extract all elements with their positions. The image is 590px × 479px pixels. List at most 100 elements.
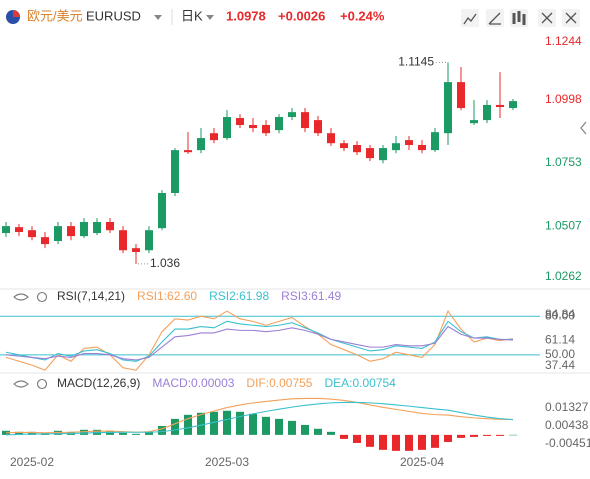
- y-tick-label: 1.1244: [545, 34, 582, 48]
- y-tick-label: 1.0507: [545, 218, 582, 232]
- y-tick-label: 1.0753: [545, 155, 582, 169]
- x-tick-label: 2025-02: [10, 455, 54, 469]
- tool-button[interactable]: [461, 9, 479, 27]
- candle-body: [145, 230, 153, 251]
- histogram-bar: [392, 434, 400, 451]
- candle-body: [197, 138, 205, 151]
- histogram-bar: [405, 434, 413, 451]
- symbol[interactable]: EURUSD: [86, 8, 141, 23]
- histogram-bar: [340, 434, 348, 439]
- line-series: [5, 320, 514, 362]
- gear-icon[interactable]: [36, 291, 48, 303]
- candle-body: [67, 226, 75, 237]
- histogram-bar: [210, 411, 218, 435]
- histogram-bar: [80, 429, 88, 435]
- histogram-bar: [28, 431, 36, 435]
- dropdown-caret[interactable]: [206, 15, 214, 20]
- histogram-bar: [327, 431, 335, 435]
- y-tick-label: -0.00451: [545, 436, 590, 450]
- histogram-bar: [301, 424, 309, 435]
- y-tick-label: 37.44: [545, 358, 575, 372]
- line-series: [5, 309, 514, 371]
- histogram-bar: [288, 420, 296, 435]
- flag-icon-part: [13, 10, 20, 17]
- candle-body: [405, 140, 413, 145]
- pair-name[interactable]: 欧元/美元: [27, 8, 83, 23]
- histogram-bar: [171, 418, 179, 435]
- candle-body: [184, 150, 192, 153]
- candle-body: [353, 144, 361, 153]
- legend-entry: MACD:0.00003: [152, 376, 234, 390]
- candle-body: [249, 124, 257, 129]
- candle-body: [379, 148, 387, 161]
- x-tick-label: 2025-03: [205, 455, 249, 469]
- close-icon[interactable]: [565, 12, 577, 24]
- candle-icon[interactable]: [512, 11, 526, 25]
- expand-icon[interactable]: [541, 12, 553, 24]
- candle-body: [340, 143, 348, 149]
- candle-body: [2, 226, 10, 234]
- candle-body: [392, 143, 400, 151]
- legend-entry: RSI1:62.60: [137, 289, 197, 303]
- candle-body: [483, 104, 491, 121]
- candle-body: [444, 82, 452, 134]
- histogram-bar: [184, 414, 192, 435]
- candle-body: [54, 226, 62, 241]
- histogram-bar: [132, 433, 140, 435]
- histogram-bar: [353, 434, 361, 443]
- candle-body: [223, 117, 231, 139]
- histogram-bar: [470, 434, 478, 437]
- eye-icon[interactable]: [13, 293, 29, 301]
- legend-entry: RSI3:61.49: [281, 289, 341, 303]
- scroll-arrow[interactable]: [580, 121, 587, 135]
- candle-body: [158, 192, 166, 229]
- panel-title: RSI(7,14,21): [57, 289, 125, 303]
- candle-body: [509, 101, 517, 109]
- high-annotation: 1.1145: [398, 55, 434, 69]
- histogram-bar: [496, 434, 504, 436]
- histogram-bar: [418, 434, 426, 450]
- period[interactable]: 日K: [181, 8, 203, 23]
- candle-body: [132, 248, 140, 253]
- histogram-bar: [119, 432, 127, 435]
- draw-icon[interactable]: [488, 12, 501, 25]
- candle-body: [15, 227, 23, 233]
- y-tick-label: 1.0998: [545, 92, 582, 106]
- histogram-bar: [236, 411, 244, 435]
- histogram-bar: [431, 434, 439, 448]
- histogram-bar: [314, 428, 322, 435]
- candle-body: [106, 222, 114, 231]
- candle-body: [210, 133, 218, 141]
- y-tick-label: 0.01327: [545, 400, 589, 414]
- gear-icon[interactable]: [36, 378, 48, 390]
- candle-body: [28, 230, 36, 238]
- candle-body: [236, 118, 244, 125]
- histogram-bar: [379, 434, 387, 450]
- candle-body: [327, 133, 335, 144]
- panel-title: MACD(12,26,9): [57, 376, 140, 390]
- y-tick-label: 1.0262: [545, 269, 582, 283]
- line-series: [5, 401, 514, 436]
- histogram-bar: [509, 434, 517, 436]
- histogram-bar: [483, 434, 491, 436]
- price: 1.0978: [226, 8, 266, 23]
- indicator-icon[interactable]: [463, 13, 477, 25]
- change: +0.0026: [278, 8, 325, 23]
- histogram-bar: [249, 413, 257, 435]
- candle-body: [301, 112, 309, 129]
- y-tick-label: 61.14: [545, 333, 575, 347]
- y-tick-label: 80.00: [545, 308, 575, 322]
- eye-icon[interactable]: [13, 380, 29, 388]
- candle-body: [171, 150, 179, 193]
- candle-body: [470, 120, 478, 124]
- histogram-bar: [366, 434, 374, 447]
- legend-entry: DEA:0.00754: [324, 376, 396, 390]
- candle-body: [80, 222, 88, 237]
- candle-body: [275, 117, 283, 131]
- candle-body: [288, 112, 296, 118]
- dropdown-caret[interactable]: [154, 15, 162, 20]
- candle-body: [262, 124, 270, 134]
- candle-body: [314, 120, 322, 134]
- x-tick-label: 2025-04: [400, 455, 444, 469]
- histogram-bar: [197, 412, 205, 435]
